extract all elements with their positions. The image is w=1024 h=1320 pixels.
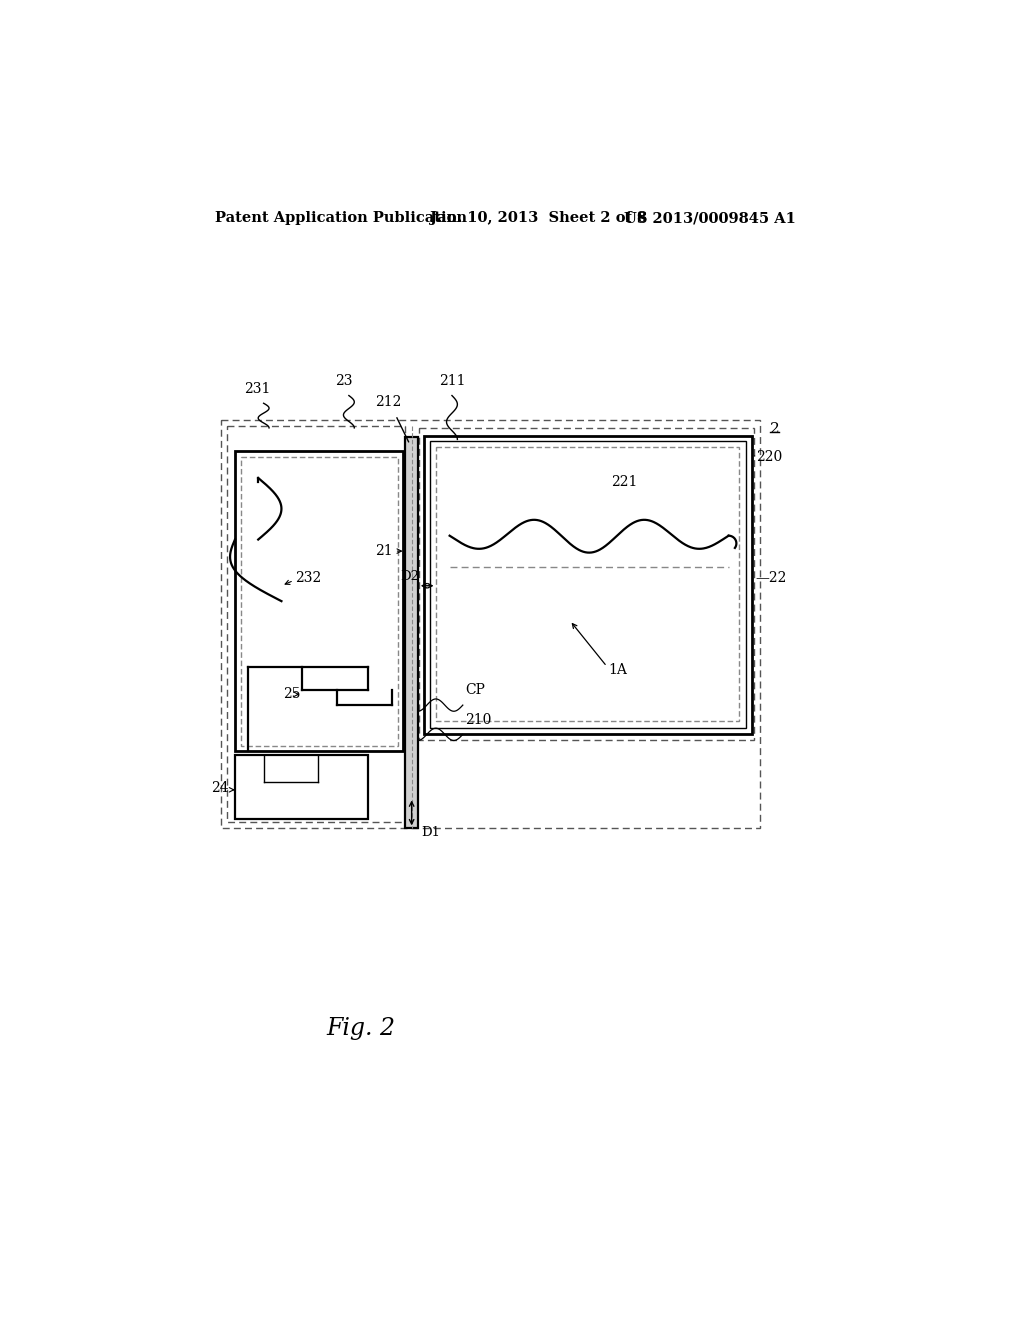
Text: —22: —22: [756, 572, 787, 585]
Bar: [406, 437, 418, 829]
Text: 212: 212: [375, 395, 401, 409]
Text: 1A: 1A: [608, 664, 628, 677]
Text: 220: 220: [756, 450, 782, 465]
Text: 231: 231: [245, 381, 270, 396]
Text: 2: 2: [770, 422, 779, 436]
Bar: [430, 441, 745, 729]
Bar: [234, 755, 369, 818]
Text: Fig. 2: Fig. 2: [326, 1016, 395, 1040]
Text: Jan. 10, 2013  Sheet 2 of 8: Jan. 10, 2013 Sheet 2 of 8: [430, 211, 647, 226]
Text: 211: 211: [438, 374, 465, 388]
Text: D2: D2: [399, 570, 419, 583]
Text: 24: 24: [211, 781, 228, 795]
Text: 232: 232: [295, 572, 321, 585]
Text: Patent Application Publication: Patent Application Publication: [215, 211, 467, 226]
Text: 21: 21: [376, 544, 393, 558]
Text: D1: D1: [421, 825, 440, 838]
Text: 25: 25: [283, 686, 300, 701]
Bar: [424, 436, 752, 734]
Text: 221: 221: [610, 475, 637, 488]
Text: 210: 210: [465, 714, 492, 727]
Text: US 2013/0009845 A1: US 2013/0009845 A1: [624, 211, 796, 226]
Text: CP: CP: [465, 682, 485, 697]
Text: 23: 23: [335, 374, 352, 388]
Bar: [234, 451, 403, 751]
